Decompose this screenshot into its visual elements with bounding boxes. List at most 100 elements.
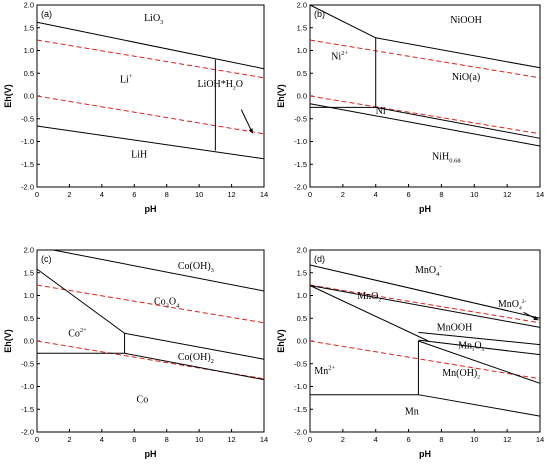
plot-frame [36,249,265,433]
region-label: NiOOH [450,15,482,26]
region-label: Ni2+ [331,50,348,63]
panel-label: (a) [41,9,52,19]
region-label: MnO4- [415,263,442,278]
phase-boundary [375,37,541,69]
x-tick-label: 12 [227,190,235,199]
region-label: Co(OH)3 [178,261,214,274]
panel-label: (d) [314,254,325,264]
y-tick-label: 0.0 [24,337,34,346]
x-axis-label: pH [145,449,157,459]
x-tick-label: 4 [374,190,378,199]
x-axis-label: pH [145,204,157,214]
x-tick-label: 14 [536,435,544,444]
y-tick-label: 1.5 [297,23,307,32]
region-label: NiO(a) [452,72,480,83]
y-tick-label: 0.0 [24,92,34,101]
x-tick-label: 6 [406,435,410,444]
x-tick-label: 4 [100,190,104,199]
x-tick-label: 10 [195,190,203,199]
y-tick-label: 1.0 [24,46,34,55]
x-tick-label: 10 [470,190,478,199]
region-label: Ni [376,106,386,117]
x-tick-label: 10 [470,435,478,444]
y-tick-label: -1.5 [294,160,307,169]
phase-boundary [53,249,265,292]
x-tick-label: 8 [165,435,169,444]
y-tick-label: 1.0 [297,291,307,300]
region-label: MnO2 [357,291,381,304]
region-label: Co3O4 [154,297,180,310]
water-line [309,284,541,324]
water-line [36,39,265,79]
x-tick-label: 2 [67,435,71,444]
region-label: LiOH*H2O [197,79,243,92]
y-tick-label: -1.0 [21,382,34,391]
plot-frame [309,4,541,188]
region-label: MnO42- [498,299,527,312]
x-tick-label: 12 [503,190,511,199]
y-tick-label: -1.0 [294,382,307,391]
phase-boundary [36,268,125,334]
x-tick-label: 6 [132,190,136,199]
water-line [309,95,541,135]
y-axis-label: Eh(V) [276,84,286,108]
region-label: Li+ [120,73,133,86]
y-tick-label: -1.5 [21,405,34,414]
x-tick-label: 6 [406,190,410,199]
y-tick-label: 0.5 [24,69,34,78]
y-tick-label: -1.5 [294,405,307,414]
x-tick-label: 12 [503,435,511,444]
y-tick-label: -1.5 [21,160,34,169]
phase-boundary [309,103,541,147]
region-label: LiH [131,149,147,160]
y-tick-label: -2.0 [21,428,34,437]
water-line [36,284,265,324]
phase-boundary [309,284,541,328]
y-tick-label: 0.0 [297,92,307,101]
x-tick-label: 0 [35,435,39,444]
region-label: Mn [405,407,419,418]
region-label: Co2+ [68,327,87,340]
y-tick-label: 1.0 [297,46,307,55]
phase-boundary [309,285,429,342]
y-tick-label: -0.5 [294,114,307,123]
y-axis-label: Eh(V) [3,84,13,108]
x-tick-label: 4 [100,435,104,444]
y-tick-label: 0.0 [297,337,307,346]
x-tick-label: 0 [35,190,39,199]
arrow-head [248,128,253,134]
plot-frame [36,4,265,188]
y-tick-label: -0.5 [294,359,307,368]
x-tick-label: 12 [227,435,235,444]
chart-panel: 0 2 4 6 8 10 12 14 2.0 1.5 1.0 0.5 0.0 -0.5 -1.0 -1.5 -2… [276,246,544,459]
y-tick-label: -1.0 [21,137,34,146]
y-tick-label: 2.0 [24,1,34,10]
phase-boundary [418,339,541,356]
x-tick-label: 8 [165,190,169,199]
x-tick-label: 10 [195,435,203,444]
x-tick-label: 2 [341,190,345,199]
phase-boundary [309,264,541,319]
x-axis-label: pH [419,449,431,459]
water-line [309,340,541,380]
region-label: LiO3 [144,13,163,26]
water-line [36,95,265,135]
y-tick-label: -0.5 [21,114,34,123]
y-tick-label: 0.5 [297,69,307,78]
arrow-head [533,316,539,321]
chart-panel: 0 2 4 6 8 10 12 14 2.0 1.5 1.0 0.5 0.0 -0.5 -1.0 -1.5 -2… [3,1,268,214]
phase-boundary [36,21,265,70]
x-tick-label: 2 [67,190,71,199]
panel-label: (c) [41,254,52,264]
x-tick-label: 14 [260,190,268,199]
y-tick-label: 2.0 [297,1,307,10]
panel-label: (b) [314,9,325,19]
y-tick-label: -2.0 [21,183,34,192]
water-line [36,340,265,380]
region-label: Mn(OH)2 [442,368,480,381]
y-tick-label: 2.0 [24,246,34,255]
chart-panel: 0 2 4 6 8 10 12 14 2.0 1.5 1.0 0.5 0.0 -0.5 -1.0 -1.5 -2… [3,246,268,459]
y-tick-label: 0.5 [297,314,307,323]
x-tick-label: 2 [341,435,345,444]
phase-boundary [418,331,541,346]
